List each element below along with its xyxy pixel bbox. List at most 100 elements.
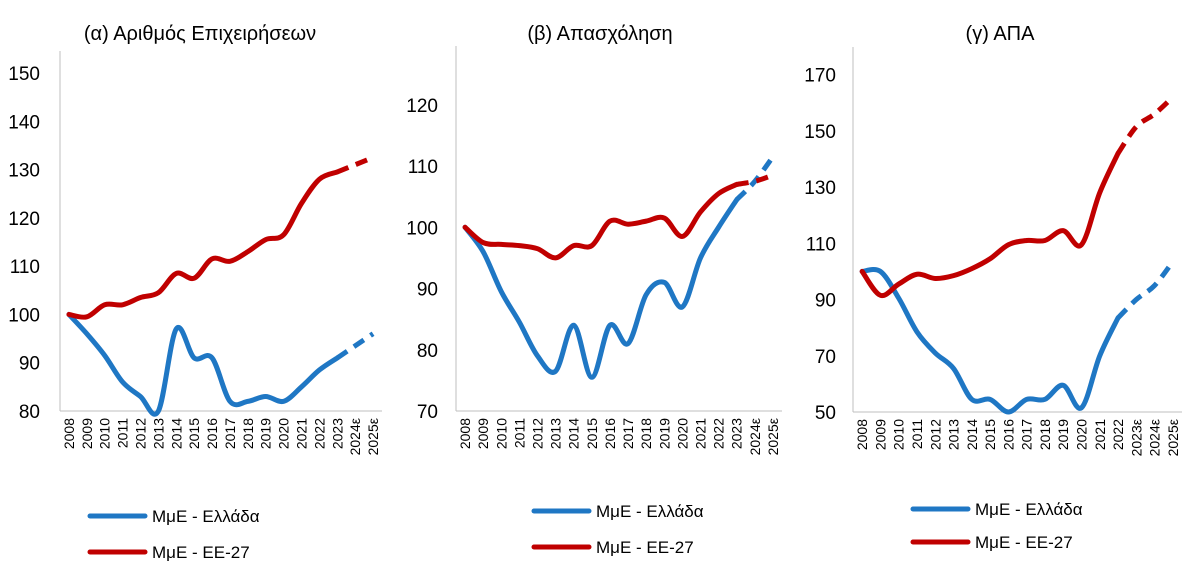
x-category-label: 2009 [872, 419, 888, 450]
series-line-greece-estimate [1116, 260, 1175, 320]
y-tick-label: 90 [815, 291, 836, 312]
series-line-eu27-estimate [736, 172, 774, 187]
x-category-label: 2017 [1019, 419, 1035, 450]
x-category-label: 2025ε [1165, 419, 1181, 456]
x-category-label: 2021 [693, 418, 709, 449]
x-category-label: 2008 [457, 418, 473, 449]
y-tick-label: 110 [806, 234, 836, 255]
legend-label-greece: ΜμΕ - Ελλάδα [152, 507, 260, 526]
y-tick-label: 120 [406, 96, 438, 117]
x-category-label: 2025ε [365, 418, 381, 455]
legend-label-eu27: ΜμΕ - ΕΕ-27 [152, 543, 250, 562]
x-category-label: 2012 [133, 418, 149, 449]
legend-label-eu27: ΜμΕ - ΕΕ-27 [596, 538, 694, 557]
legend-label-greece: ΜμΕ - Ελλάδα [596, 502, 704, 521]
y-tick-label: 110 [10, 257, 40, 278]
legend-label-eu27: ΜμΕ - ΕΕ-27 [975, 533, 1073, 552]
y-tick-label: 170 [804, 66, 836, 87]
x-category-label: 2014 [964, 419, 980, 450]
y-tick-label: 130 [8, 161, 40, 182]
x-category-label: 2023ε [1128, 419, 1144, 456]
x-category-label: 2022 [311, 418, 327, 449]
x-category-label: 2018 [240, 418, 256, 449]
series-line-eu27-estimate [1115, 95, 1175, 155]
chart-title: (γ) ΑΠΑ [966, 23, 1036, 45]
x-category-label: 2016 [1000, 419, 1016, 450]
y-tick-label: 110 [408, 157, 438, 178]
y-tick-label: 50 [815, 403, 836, 424]
x-category-label: 2020 [1073, 419, 1089, 450]
x-category-label: 2021 [294, 418, 310, 449]
y-tick-label: 70 [815, 347, 836, 368]
x-category-label: 2015 [982, 419, 998, 450]
x-category-label: 2012 [530, 418, 546, 449]
y-tick-label: 70 [417, 402, 438, 423]
x-category-label: 2022 [711, 418, 727, 449]
series-line-eu27 [66, 169, 340, 320]
x-category-label: 2019 [1055, 419, 1071, 450]
x-category-label: 2014 [168, 418, 184, 449]
x-category-label: 2025ε [765, 418, 781, 455]
x-category-label: 2018 [1037, 419, 1053, 450]
y-tick-label: 150 [804, 122, 836, 143]
series-line-eu27-estimate [336, 155, 374, 175]
x-category-label: 2010 [493, 418, 509, 449]
x-category-label: 2022 [1110, 419, 1126, 450]
x-category-label: 2015 [584, 418, 600, 449]
x-category-label: 2021 [1092, 419, 1108, 450]
x-category-label: 2013 [946, 419, 962, 450]
x-category-label: 2014 [566, 418, 582, 449]
y-tick-label: 80 [417, 341, 438, 362]
x-category-label: 2009 [475, 418, 491, 449]
series-line-eu27 [462, 181, 740, 261]
y-tick-label: 140 [8, 112, 40, 133]
series-line-greece-estimate [335, 331, 375, 360]
x-category-label: 2012 [927, 419, 943, 450]
x-category-label: 2011 [115, 418, 131, 448]
x-category-label: 2008 [61, 418, 77, 449]
x-category-label: 2016 [602, 418, 618, 449]
x-category-label: 2024ε [1147, 419, 1163, 456]
series-line-greece-estimate [734, 155, 775, 202]
y-tick-label: 80 [19, 402, 40, 423]
chart-title: (β) Απασχόληση [527, 23, 672, 45]
x-category-label: 2017 [620, 418, 636, 449]
x-category-label: 2024ε [747, 418, 763, 455]
x-category-label: 2008 [854, 419, 870, 450]
x-category-label: 2013 [548, 418, 564, 449]
x-category-label: 2023 [729, 418, 745, 449]
series-line-greece [66, 311, 340, 417]
y-tick-label: 120 [8, 209, 40, 230]
chart-1: (α) Αριθμός Επιχειρήσεων 80 90 100 110 120 130… [8, 23, 382, 562]
x-category-label: 2015 [186, 418, 202, 449]
x-category-label: 2011 [511, 418, 527, 448]
y-tick-label: 100 [8, 305, 40, 326]
x-category-label: 2024ε [347, 418, 363, 455]
x-category-label: 2020 [674, 418, 690, 449]
x-category-label: 2013 [150, 418, 166, 449]
series-line-eu27 [859, 150, 1121, 299]
y-tick-label: 90 [417, 280, 438, 301]
y-tick-label: 150 [8, 64, 40, 85]
legend-label-greece: ΜμΕ - Ελλάδα [975, 500, 1083, 519]
y-tick-label: 100 [406, 218, 438, 239]
x-category-label: 2010 [891, 419, 907, 450]
x-category-label: 2017 [222, 418, 238, 449]
x-category-label: 2010 [97, 418, 113, 449]
x-category-label: 2018 [638, 418, 654, 449]
x-category-label: 2023 [329, 418, 345, 449]
x-category-label: 2020 [276, 418, 292, 449]
x-category-label: 2009 [79, 418, 95, 449]
x-category-label: 2019 [258, 418, 274, 449]
x-category-label: 2019 [656, 418, 672, 449]
x-category-label: 2011 [909, 419, 925, 449]
y-tick-label: 90 [19, 354, 40, 375]
chart-title: (α) Αριθμός Επιχειρήσεων [84, 23, 316, 45]
series-line-greece [462, 197, 740, 380]
y-tick-label: 130 [804, 178, 836, 199]
x-category-label: 2016 [204, 418, 220, 449]
series-line-greece [859, 266, 1121, 415]
